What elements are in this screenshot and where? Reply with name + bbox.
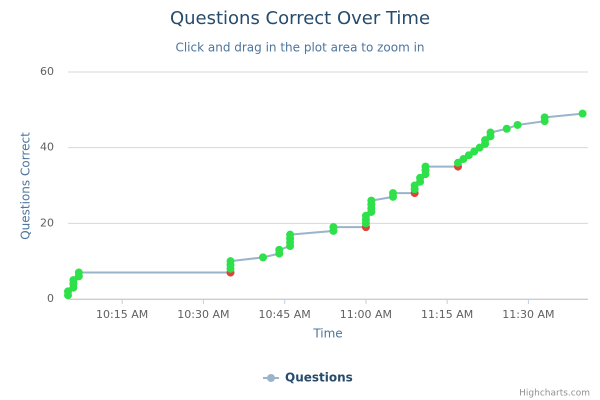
y-tick-label: 60	[40, 65, 54, 78]
legend-symbol-marker	[267, 374, 275, 382]
x-tick-label: 11:30 AM	[502, 308, 554, 321]
point-marker	[286, 230, 295, 239]
point-marker	[259, 253, 267, 262]
point-marker	[367, 196, 376, 205]
point-marker	[578, 109, 587, 118]
x-tick-label: 10:45 AM	[259, 308, 311, 321]
x-tick-label: 11:00 AM	[340, 308, 392, 321]
x-tick-label: 11:15 AM	[421, 308, 473, 321]
chart-subtitle: Click and drag in the plot area to zoom …	[175, 41, 424, 55]
y-tick-label: 0	[47, 292, 54, 305]
legend-label: Questions	[285, 371, 353, 385]
x-tick-label: 10:30 AM	[177, 308, 229, 321]
credits[interactable]: Highcharts.com	[519, 389, 590, 399]
point-marker	[74, 268, 83, 277]
y-tick-label: 40	[40, 141, 54, 154]
point-marker	[421, 162, 430, 171]
point-marker	[513, 120, 522, 129]
legend-item[interactable]: Questions	[263, 371, 353, 385]
y-tick-label: 20	[40, 216, 54, 229]
y-axis-title: Questions Correct	[19, 132, 33, 240]
chart-title: Questions Correct Over Time	[170, 8, 430, 29]
point-marker	[329, 223, 338, 232]
point-marker	[502, 124, 511, 133]
point-marker	[389, 189, 397, 198]
point-marker	[540, 113, 549, 122]
point-marker	[226, 257, 235, 266]
x-tick-label: 10:15 AM	[96, 308, 148, 321]
x-axis-title: Time	[312, 327, 342, 341]
point-marker	[275, 245, 284, 254]
point-marker	[486, 128, 495, 137]
